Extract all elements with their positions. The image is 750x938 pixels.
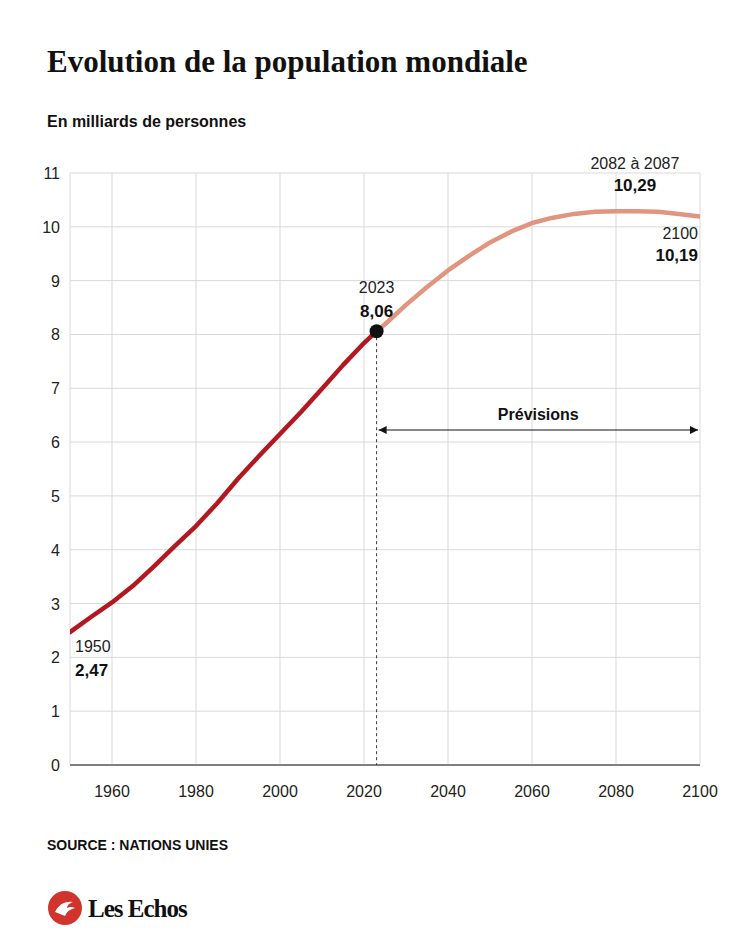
source: SOURCE : NATIONS UNIES — [47, 837, 228, 853]
x-axis-line — [70, 765, 700, 766]
y-tick-label: 2 — [51, 649, 60, 666]
y-grid-line — [70, 495, 700, 496]
arrow-head — [690, 426, 698, 434]
x-tick-label: 2100 — [682, 783, 718, 800]
annotation-guides — [376, 331, 377, 765]
y-tick-label: 9 — [51, 273, 60, 290]
series-line — [70, 331, 377, 632]
y-tick-label: 11 — [43, 165, 60, 182]
brand-logo-mark — [55, 902, 75, 916]
grid — [70, 173, 700, 765]
y-grid-line — [70, 334, 700, 335]
annotation-label: 2082 à 2087 — [590, 155, 679, 172]
x-tick-label: 2060 — [514, 783, 550, 800]
y-tick-label: 6 — [51, 434, 60, 451]
y-grid-line — [70, 388, 700, 389]
y-grid-line — [70, 765, 700, 766]
brand-logo — [48, 891, 82, 925]
x-tick-label: 2040 — [430, 783, 466, 800]
y-grid-line — [70, 603, 700, 604]
guide-line — [376, 331, 377, 765]
y-tick-label: 3 — [51, 596, 60, 613]
y-grid-line — [70, 173, 700, 174]
arrow-head — [379, 426, 387, 434]
chart: Evolution de la population mondiale En mi… — [0, 0, 750, 938]
y-grid-line — [70, 711, 700, 712]
x-grid-line — [196, 173, 197, 765]
span-arrow — [379, 430, 698, 431]
x-grid-line — [532, 173, 533, 765]
lines — [70, 211, 700, 632]
y-tick-label: 0 — [51, 757, 60, 774]
x-tick-label: 2000 — [262, 783, 298, 800]
y-tick-label: 4 — [51, 542, 60, 559]
annotation-value: 2,47 — [75, 661, 108, 680]
x-grid-line — [700, 173, 701, 765]
x-tick-label: 2080 — [598, 783, 634, 800]
x-grid-line — [616, 173, 617, 765]
y-tick-label: 10 — [42, 219, 60, 236]
y-grid-line — [70, 442, 700, 443]
annotation-value: 10,29 — [614, 176, 657, 195]
x-tick-label: 1980 — [178, 783, 214, 800]
y-tick-label: 7 — [51, 380, 60, 397]
x-grid-line — [112, 173, 113, 765]
x-grid-line — [280, 173, 281, 765]
span-label: Prévisions — [498, 406, 579, 423]
y-tick-label: 8 — [51, 326, 60, 343]
y-tick-label: 1 — [51, 703, 60, 720]
x-tick-label: 1960 — [94, 783, 130, 800]
y-grid-line — [70, 226, 700, 227]
series-line — [377, 211, 700, 331]
x-tick-label: 2020 — [346, 783, 382, 800]
x-grid-line — [448, 173, 449, 765]
x-grid-line — [364, 173, 365, 765]
y-grid-line — [70, 549, 700, 550]
brand: Les Echos — [88, 895, 188, 922]
title: Evolution de la population mondiale — [47, 44, 528, 79]
y-grid-line — [70, 657, 700, 658]
annotation-value: 10,19 — [655, 246, 698, 265]
left-frame — [70, 173, 71, 765]
y-tick-label: 5 — [51, 488, 60, 505]
annotation-label: 1950 — [75, 638, 111, 655]
annotation-label: 2100 — [662, 225, 698, 242]
annotations: 1950 2,47 2023 8,06 2082 à 2087 10,29 2100 10,1… — [75, 155, 698, 680]
point-marker — [370, 324, 384, 338]
annotation-value: 8,06 — [360, 302, 393, 321]
subtitle: En milliards de personnes — [47, 113, 246, 130]
annotation-label: 2023 — [359, 279, 395, 296]
